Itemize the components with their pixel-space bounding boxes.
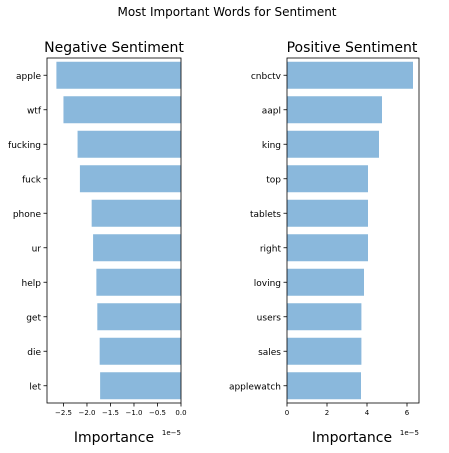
negative-bar-fucking	[77, 130, 181, 158]
positive-bar-applewatch	[287, 372, 361, 400]
positive-bar-tablets	[287, 199, 368, 227]
positive-bar-sales	[287, 337, 362, 365]
negative-bars	[56, 61, 182, 400]
negative-xtick-label: −0.5	[149, 409, 166, 417]
positive-ytick-label: loving	[254, 279, 281, 289]
negative-xtick-label: 0.0	[175, 409, 186, 417]
positive-y-ticks: cnbctv aapl king top tablets right loving users…	[229, 72, 287, 392]
negative-ytick-label: apple	[16, 72, 41, 82]
negative-bar-apple	[56, 61, 182, 89]
negative-ytick-label: die	[27, 348, 41, 358]
positive-x-axis-label: Importance	[312, 430, 392, 446]
negative-sentiment-chart: Negative Sentiment apple wtf fucking fuck ph…	[8, 40, 187, 446]
positive-ytick-label: aapl	[262, 106, 281, 116]
negative-xtick-label: −1.5	[102, 409, 119, 417]
positive-bar-right	[287, 234, 368, 262]
positive-offset-text: 1e−5	[400, 429, 419, 437]
negative-bar-phone	[91, 199, 181, 227]
positive-ytick-label: top	[266, 175, 281, 185]
negative-x-axis-label: Importance	[74, 430, 154, 446]
positive-bar-king	[287, 130, 379, 158]
negative-ytick-label: get	[26, 313, 41, 323]
positive-xtick-label: 6	[405, 409, 410, 417]
negative-xtick-label: −2.0	[78, 409, 95, 417]
negative-ytick-label: fuck	[22, 175, 42, 185]
negative-y-ticks: apple wtf fucking fuck phone ur help get die let	[8, 72, 47, 392]
positive-bar-aapl	[287, 96, 382, 124]
negative-bar-help	[96, 268, 181, 296]
negative-x-ticks: −2.5 −2.0 −1.5 −1.0 −0.5 0.0	[55, 403, 187, 417]
negative-xtick-label: −2.5	[55, 409, 72, 417]
positive-bar-loving	[287, 268, 364, 296]
positive-bar-cnbctv	[287, 61, 413, 89]
positive-bar-top	[287, 165, 368, 193]
positive-bar-users	[287, 303, 362, 331]
negative-xtick-label: −1.0	[125, 409, 142, 417]
negative-bar-get	[97, 303, 181, 331]
negative-chart-title: Negative Sentiment	[44, 40, 184, 56]
positive-axes-frame	[286, 57, 420, 404]
positive-ytick-label: applewatch	[229, 382, 281, 392]
negative-bar-fuck	[79, 165, 181, 193]
positive-ytick-label: tablets	[250, 210, 281, 220]
positive-xtick-label: 4	[365, 409, 370, 417]
negative-axes-frame	[46, 57, 182, 404]
negative-ytick-label: phone	[13, 210, 42, 220]
positive-xtick-label: 2	[325, 409, 329, 417]
positive-ytick-label: users	[257, 313, 282, 323]
positive-ytick-label: sales	[258, 348, 281, 358]
negative-offset-text: 1e−5	[162, 429, 181, 437]
negative-bar-ur	[93, 234, 181, 262]
positive-ytick-label: right	[260, 244, 282, 254]
figure-title: Most Important Words for Sentiment	[117, 5, 336, 19]
negative-bar-wtf	[63, 96, 181, 124]
negative-ytick-label: let	[29, 382, 41, 392]
negative-bar-die	[99, 337, 181, 365]
positive-ytick-label: cnbctv	[251, 72, 282, 82]
negative-ytick-label: help	[22, 279, 42, 289]
negative-ytick-label: wtf	[27, 106, 42, 116]
positive-sentiment-chart: Positive Sentiment cnbctv aapl king top tabl…	[229, 40, 420, 446]
positive-chart-title: Positive Sentiment	[287, 40, 418, 56]
positive-x-ticks: 0 2 4 6	[285, 403, 410, 417]
negative-ytick-label: fucking	[8, 141, 41, 151]
negative-bar-let	[100, 372, 181, 400]
positive-ytick-label: king	[262, 141, 281, 151]
negative-ytick-label: ur	[32, 244, 42, 254]
positive-bars	[287, 61, 413, 400]
positive-xtick-label: 0	[285, 409, 289, 417]
